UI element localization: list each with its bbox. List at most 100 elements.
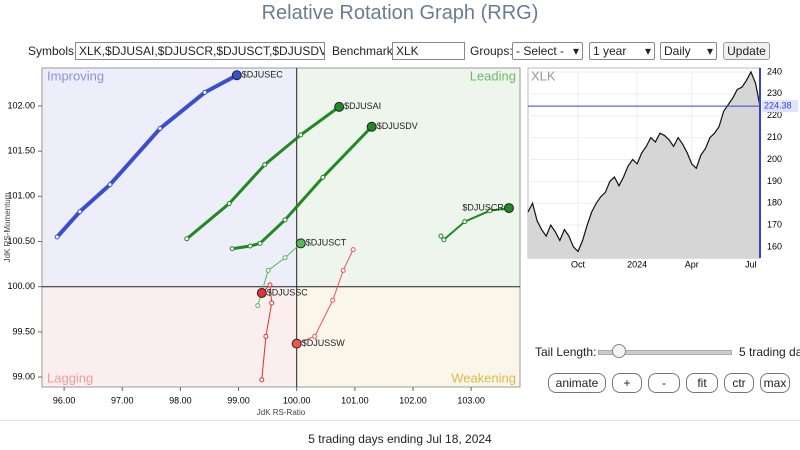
benchmark-label: Benchmark: [332,44,397,58]
series-label: $DJUSDV [377,121,418,131]
last-value-badge [762,100,798,113]
control-button[interactable]: - [648,373,680,393]
x-tick-label: 98.00 [169,395,192,405]
tail-point [320,174,326,180]
tail-point [107,182,113,188]
control-button[interactable]: max [760,373,790,393]
period-select[interactable]: 1 year [589,42,655,60]
y-tick-label: 102.00 [7,100,35,110]
tail-point [259,377,265,383]
y-tick-label: 210 [767,132,782,142]
interval-select[interactable]: Daily [660,42,717,60]
tail-point [257,240,263,246]
x-tick-label: 101.00 [341,395,369,405]
groups-value: - Select - [516,44,565,58]
series-label: $DJUSCR [462,202,504,212]
series-label: $DJUSSC [267,287,309,297]
x-tick-label: 97.00 [111,395,134,405]
tail-point [282,217,288,223]
y-tick-label: 200 [767,154,782,164]
quadrant [42,286,297,387]
groups-label: Groups: [470,44,513,58]
tail-point [77,209,83,215]
y-tick-label: 101.00 [7,191,35,201]
x-axis-label: JdK RS-Ratio [257,408,306,417]
y-tick-label: 220 [767,110,782,120]
y-tick-label: 190 [767,176,782,186]
tail-point [282,255,288,261]
benchmark-input[interactable]: XLK [392,42,465,60]
groups-select[interactable]: - Select - [512,42,583,60]
quadrant-label: Leading [470,68,516,83]
tail-point [487,208,493,214]
tail-point [267,282,273,288]
y-tick-label: 100.00 [7,281,35,291]
tail-point [262,162,268,168]
tail-point [462,219,468,225]
tail-point [226,201,232,207]
tail-point [184,236,190,242]
quadrant [296,68,520,287]
price-area [528,71,760,258]
tail-point [330,297,336,303]
y-axis-label: JdK RS-Momentum [3,192,12,262]
tail-line [230,125,374,251]
control-button[interactable]: fit [686,373,718,393]
tail-point [263,333,269,339]
x-tick-label: Jul [745,259,757,269]
quadrant [296,286,520,387]
y-tick-label: 230 [767,88,782,98]
x-tick-label: 96.00 [53,395,76,405]
y-tick-label: 180 [767,198,782,208]
tail-head [503,203,514,214]
x-tick-label: 2024 [627,259,647,269]
tail-slider[interactable] [598,350,732,355]
y-tick-label: 160 [767,241,782,251]
update-button[interactable]: Update [723,42,770,60]
x-tick-label: 100.00 [283,395,311,405]
symbols-label: Symbols: [28,44,78,58]
tail-point [54,234,60,240]
plot-frame [41,67,521,388]
tail-head [295,238,306,249]
tail-point [265,267,271,273]
tail-point [438,233,444,239]
x-tick-label: 99.00 [227,395,250,405]
y-tick-label: 101.50 [7,146,35,156]
footer-divider [0,420,800,421]
page-title: Relative Rotation Graph (RRG) [261,2,539,24]
tail-head [256,288,267,299]
tail-point [247,243,253,249]
control-button[interactable]: ctr [724,373,754,393]
tail-point [340,267,346,273]
footer-text: 5 trading days ending Jul 18, 2024 [308,432,492,446]
tail-slider-handle[interactable] [612,344,626,358]
y-tick-label: 99.50 [12,326,35,336]
tail-length-value: 5 trading days [739,345,800,359]
tail-point [202,89,208,95]
x-tick-label: Apr [685,259,699,269]
tail-point [441,237,447,243]
series-label: $DJUSAI [344,101,381,111]
control-button[interactable]: animate [548,373,606,393]
tail-point [157,126,163,132]
tail-point [350,247,356,253]
symbols-input[interactable]: XLK,$DJUSAI,$DJUSCR,$DJUSCT,$DJUSDV,$DJ [75,42,325,60]
tail-length-label: Tail Length: [535,345,597,359]
y-tick-label: 240 [767,66,782,76]
y-tick-label: 170 [767,220,782,230]
interval-value: Daily [664,44,691,58]
price-title: XLK [531,68,556,83]
control-button[interactable]: + [612,373,642,393]
tail-head [291,338,302,349]
tail-head [366,121,377,132]
tail-point [269,300,275,306]
series-label: $DJUSCT [306,238,347,248]
tail-point [312,333,318,339]
tail-point [229,246,235,252]
quadrant [42,68,297,287]
series-label: $DJUSEC [242,70,284,80]
tail-line [55,73,239,239]
